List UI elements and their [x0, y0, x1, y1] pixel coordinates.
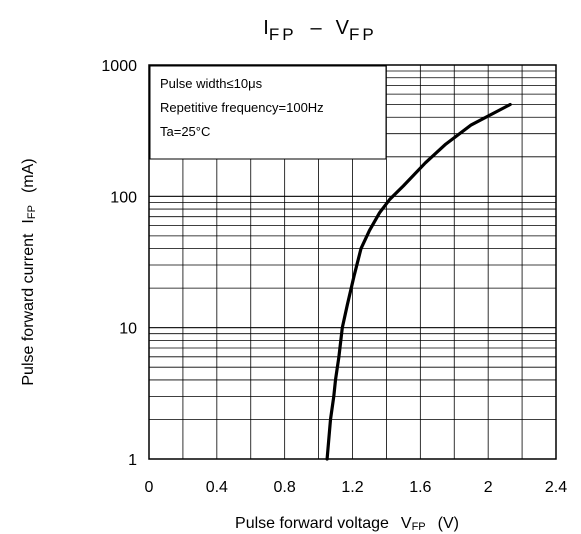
y-tick-label: 100: [110, 189, 137, 206]
y-axis-label-symbol: I: [20, 219, 37, 223]
x-tick-label: 2.4: [545, 479, 567, 496]
x-tick-labels: 0 0.4 0.8 1.2 1.6 2 2.4: [145, 479, 568, 496]
x-axis-label-unit: (V): [438, 515, 459, 532]
annotation-background: [149, 65, 387, 160]
annotation-line: Ta=25°C: [160, 124, 210, 139]
x-tick-label: 0: [145, 479, 154, 496]
y-axis-label: Pulse forward current IFP (mA): [20, 158, 38, 385]
x-tick-label: 0.8: [274, 479, 296, 496]
x-tick-label: 0.4: [206, 479, 228, 496]
x-tick-label: 2: [484, 479, 493, 496]
x-tick-label: 1.2: [341, 479, 363, 496]
chart-title: IFP – VFP: [263, 17, 377, 44]
x-tick-label: 1.6: [409, 479, 431, 496]
series-line: [325, 102, 512, 461]
annotation-line: Repetitive frequency=100Hz: [160, 100, 324, 115]
title-current-symbol: I: [263, 17, 269, 39]
y-axis-label-unit: (mA): [20, 158, 37, 193]
title-voltage-subscript: FP: [349, 25, 377, 44]
x-axis-label-subscript: FP: [412, 521, 426, 533]
y-tick-label: 10: [119, 321, 137, 338]
y-tick-labels: 1 10 100 1000: [101, 58, 137, 469]
title-separator: –: [311, 17, 323, 39]
series-group: [325, 102, 512, 461]
title-voltage-symbol: V: [336, 17, 350, 39]
y-axis-label-text: Pulse forward current: [20, 233, 37, 386]
x-axis-label: Pulse forward voltage VFP (V): [235, 515, 459, 533]
y-tick-label: 1000: [101, 58, 137, 75]
y-axis-label-subscript: FP: [26, 205, 38, 219]
annotation-line: Pulse width≤10μs: [160, 76, 263, 91]
x-axis-label-symbol: V: [401, 515, 412, 532]
y-tick-label: 1: [128, 452, 137, 469]
x-axis-label-text: Pulse forward voltage: [235, 515, 389, 532]
title-current-subscript: FP: [269, 25, 297, 44]
plot-frame: [148, 64, 557, 460]
annotation-box: Pulse width≤10μs Repetitive frequency=100…: [149, 65, 387, 160]
